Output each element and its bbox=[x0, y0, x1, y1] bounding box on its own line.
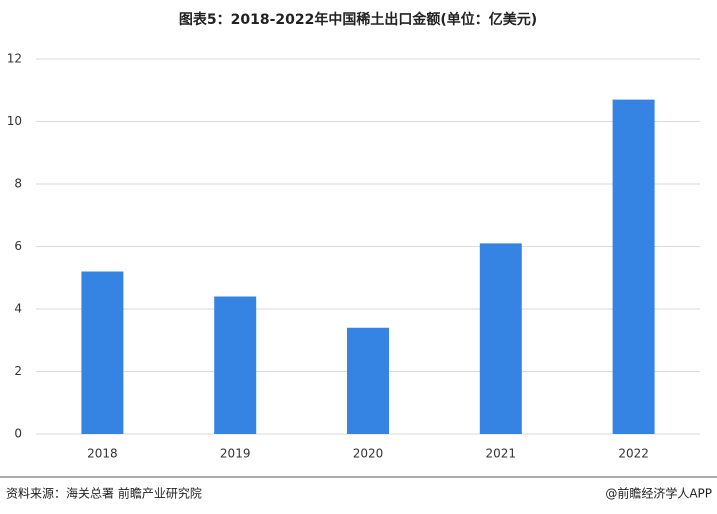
x-tick-label: 2020 bbox=[353, 447, 384, 461]
bar bbox=[479, 243, 522, 434]
source: 资料来源：海关总署 前瞻产业研究院 bbox=[6, 486, 202, 501]
bar bbox=[347, 327, 389, 434]
x-tick-label: 2018 bbox=[87, 447, 118, 461]
y-tick-label: 8 bbox=[14, 177, 22, 191]
bar bbox=[612, 99, 655, 434]
credit: @前瞻经济学人APP bbox=[605, 486, 712, 501]
y-tick-label: 2 bbox=[14, 364, 22, 378]
bar bbox=[214, 296, 257, 434]
y-tick-label: 12 bbox=[7, 52, 22, 66]
y-tick-label: 10 bbox=[7, 114, 22, 128]
y-tick-label: 6 bbox=[14, 239, 22, 253]
y-tick-label: 0 bbox=[14, 427, 22, 441]
x-tick-label: 2021 bbox=[486, 447, 517, 461]
x-tick-label: 2022 bbox=[618, 447, 649, 461]
chart-title: 图表5：2018-2022年中国稀土出口金额(单位：亿美元) bbox=[179, 11, 537, 28]
y-tick-label: 4 bbox=[14, 302, 22, 316]
bar bbox=[81, 271, 124, 434]
x-tick-label: 2019 bbox=[220, 447, 251, 461]
